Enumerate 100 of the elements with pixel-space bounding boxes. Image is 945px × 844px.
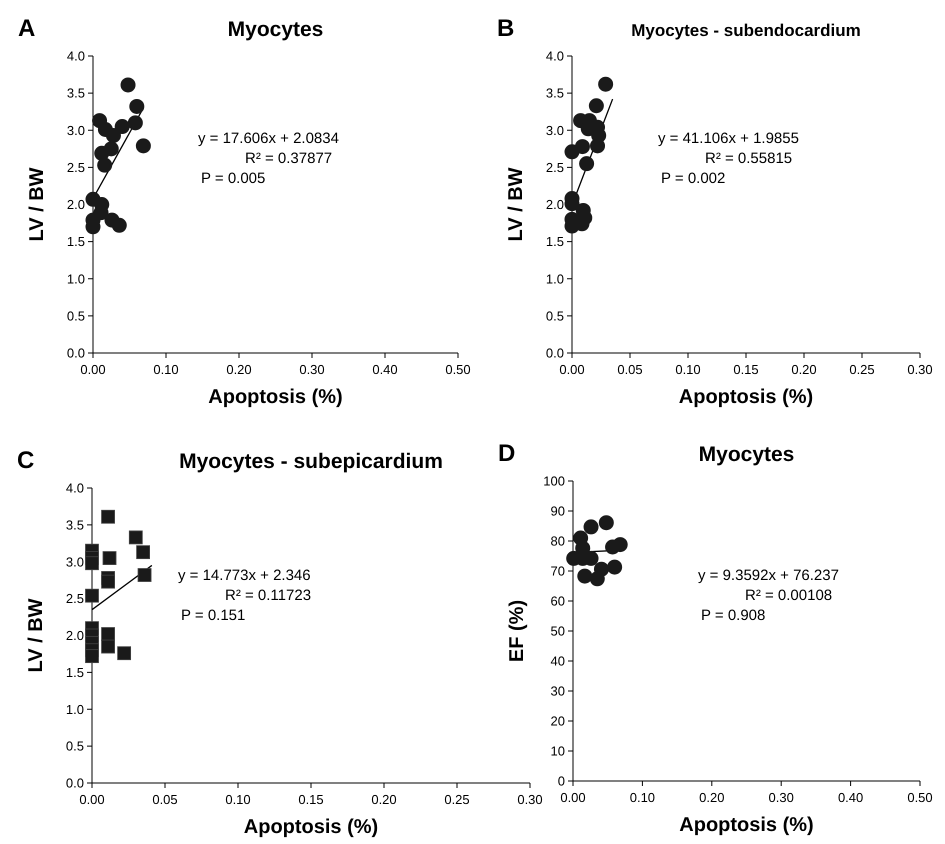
x-tick-label: 0.00: [79, 792, 105, 807]
point: [101, 627, 115, 641]
x-axis-title: Apoptosis (%): [678, 386, 814, 408]
text: B: [497, 15, 514, 42]
y-axis-title: LV / BW: [25, 598, 47, 673]
x-tick-label: 0.50: [907, 790, 933, 805]
point: [114, 119, 130, 134]
y-tick-label: 20: [550, 714, 565, 729]
x-tick-label: 0.30: [907, 362, 933, 377]
x-tick-label: 0.50: [445, 362, 471, 377]
point: [85, 556, 99, 570]
y-tick-label: 2.5: [66, 160, 85, 175]
y-tick-label: 4.0: [66, 480, 84, 496]
x-tick-label: 0.30: [299, 362, 325, 377]
point: [598, 515, 614, 530]
x-tick-label: 0.20: [791, 362, 817, 377]
y-tick-label: 3.0: [546, 122, 564, 138]
chart-title: Myocytes: [228, 18, 324, 41]
y-tick-label: 100: [543, 474, 565, 489]
y-axis-title: EF (%): [506, 600, 528, 662]
x-tick-label: 0.10: [153, 362, 179, 377]
y-tick-label: 4.0: [66, 48, 85, 64]
annotation: R² = 0.37877: [245, 150, 332, 167]
point: [129, 98, 144, 114]
y-tick-label: 70: [550, 564, 565, 579]
y-tick-label: 60: [550, 594, 565, 609]
point: [136, 138, 151, 154]
x-tick-label: 0.25: [444, 792, 470, 807]
y-tick-label: 4.0: [546, 48, 564, 64]
y-tick-label: 0.0: [546, 346, 564, 361]
y-tick-label: 3.0: [66, 554, 84, 570]
annotation: y = 17.606x + 2.0834: [198, 130, 339, 147]
point: [101, 640, 115, 654]
annotation: R² = 0.11723: [225, 587, 312, 604]
x-tick-label: 0.20: [371, 792, 397, 807]
y-tick-label: 1.0: [546, 271, 564, 286]
point: [85, 588, 99, 603]
annotation: R² = 0.00108: [745, 587, 832, 604]
text: D: [498, 440, 516, 467]
point: [128, 115, 143, 130]
y-tick-label: 2.0: [66, 197, 85, 212]
y-tick-label: 80: [550, 534, 565, 549]
annotation: R² = 0.55815: [705, 150, 792, 167]
chart-title: Myocytes: [698, 443, 794, 466]
annotation: P = 0.151: [181, 607, 246, 624]
point: [102, 551, 116, 565]
y-tick-label: 0.5: [66, 738, 84, 754]
y-tick-label: 0.5: [66, 308, 85, 324]
y-tick-label: 0.0: [66, 776, 84, 791]
x-tick-label: 0.20: [226, 362, 252, 377]
y-tick-label: 0: [558, 774, 565, 789]
y-tick-label: 0.5: [546, 308, 564, 324]
x-axis-title: Apoptosis (%): [244, 816, 378, 838]
point: [564, 144, 580, 160]
x-tick-label: 0.15: [733, 362, 759, 377]
y-tick-label: 90: [550, 504, 565, 519]
y-tick-label: 50: [550, 624, 565, 639]
x-tick-label: 0.10: [630, 790, 656, 805]
x-tick-label: 0.15: [298, 792, 324, 807]
x-axis-title: Apoptosis (%): [208, 386, 343, 408]
x-tick-label: 0.00: [80, 362, 106, 377]
x-tick-label: 0.05: [152, 792, 178, 807]
y-tick-label: 3.5: [66, 86, 85, 101]
annotation: y = 41.106x + 1.9855: [658, 130, 799, 147]
x-axis-title: Apoptosis (%): [679, 814, 814, 836]
annotation: P = 0.005: [201, 170, 266, 187]
point: [138, 568, 152, 582]
y-tick-label: 2.5: [546, 160, 564, 175]
y-tick-label: 1.5: [546, 234, 564, 250]
point: [612, 537, 628, 552]
point: [579, 156, 594, 172]
y-tick-label: 40: [550, 654, 565, 669]
chart-title: Myocytes - subepicardium: [179, 450, 443, 473]
point: [117, 646, 132, 660]
annotation: y = 14.773x + 2.346: [178, 567, 311, 584]
point: [97, 158, 112, 173]
x-tick-label: 0.40: [838, 790, 864, 805]
text: A: [18, 15, 36, 42]
y-tick-label: 2.5: [66, 591, 84, 606]
point: [584, 519, 599, 534]
y-tick-label: 0.0: [66, 346, 85, 361]
x-tick-label: 0.05: [617, 362, 643, 377]
x-tick-label: 0.20: [699, 790, 724, 805]
point: [85, 649, 99, 664]
x-tick-label: 0.10: [675, 362, 701, 377]
point: [101, 574, 115, 589]
y-tick-label: 3.5: [546, 86, 564, 101]
y-axis-title: LV / BW: [26, 167, 48, 242]
x-tick-label: 0.40: [372, 362, 398, 377]
point: [120, 77, 136, 92]
point: [598, 76, 614, 92]
point: [590, 138, 606, 154]
y-tick-label: 3.5: [66, 517, 84, 532]
y-tick-label: 3.0: [66, 122, 85, 138]
point: [588, 98, 604, 114]
point: [577, 568, 592, 584]
x-tick-label: 0.10: [225, 792, 251, 807]
point: [128, 530, 143, 544]
point: [112, 218, 127, 233]
point: [136, 545, 150, 560]
